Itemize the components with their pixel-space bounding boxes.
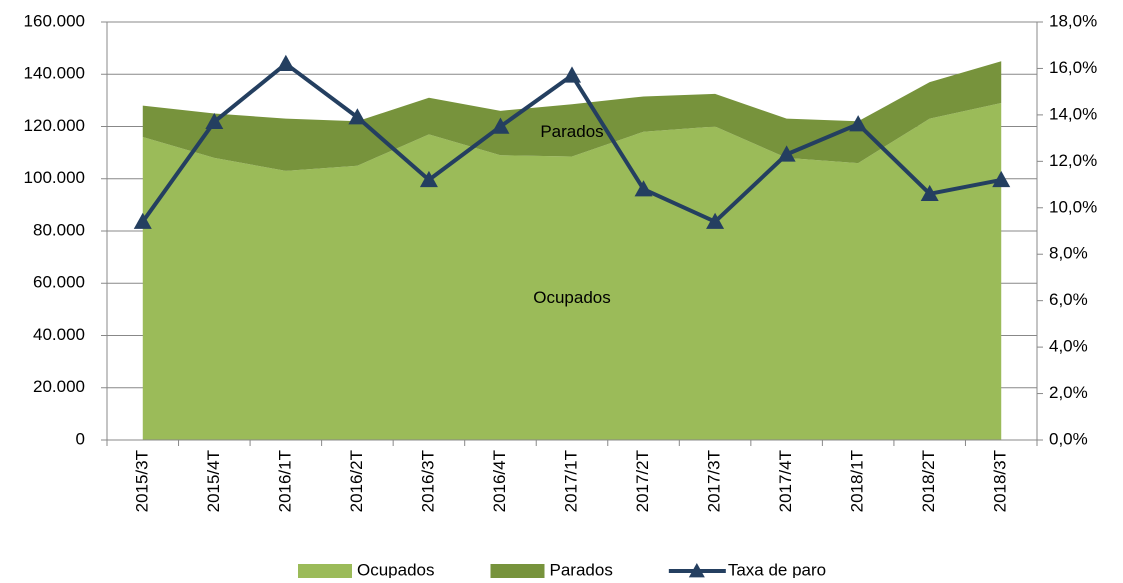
marker — [205, 112, 224, 130]
y2-tick-label: 10,0% — [1049, 197, 1097, 216]
legend-swatch — [298, 564, 352, 578]
y2-tick-label: 8,0% — [1049, 244, 1088, 263]
y2-tick-label: 14,0% — [1049, 104, 1097, 123]
x-tick-label: 2017/2T — [633, 450, 652, 512]
legend-label: Ocupados — [357, 560, 435, 578]
marker — [348, 108, 367, 125]
marker — [849, 115, 868, 132]
x-tick-label: 2017/1T — [561, 450, 580, 512]
legend-label: Taxa de paro — [728, 560, 826, 578]
y2-tick-label: 4,0% — [1049, 337, 1088, 356]
legend-swatch — [490, 564, 545, 578]
y2-tick-label: 12,0% — [1049, 151, 1097, 170]
y2-tick-label: 18,0% — [1049, 11, 1097, 30]
y-tick-label: 160.000 — [24, 11, 85, 30]
x-tick-label: 2016/2T — [347, 450, 366, 512]
marker — [634, 180, 653, 197]
x-tick-label: 2018/1T — [848, 450, 867, 512]
marker — [920, 184, 939, 202]
marker — [419, 170, 438, 188]
x-tick-label: 2015/4T — [204, 450, 223, 512]
x-tick-label: 2017/4T — [776, 450, 795, 512]
y-tick-label: 20.000 — [33, 377, 85, 396]
x-tick-label: 2015/3T — [132, 450, 151, 512]
y-tick-label: 80.000 — [33, 220, 85, 239]
y2-tick-label: 2,0% — [1049, 383, 1088, 402]
marker — [777, 145, 796, 162]
x-tick-label: 2018/2T — [919, 450, 938, 512]
x-tick-label: 2017/3T — [705, 450, 724, 512]
marker — [706, 212, 725, 229]
x-tick-label: 2016/4T — [490, 450, 509, 512]
y2-tick-label: 16,0% — [1049, 58, 1097, 77]
legend-label: Parados — [550, 560, 613, 578]
x-tick-label: 2016/3T — [418, 450, 437, 512]
marker — [491, 117, 510, 134]
y-tick-label: 0 — [76, 429, 85, 448]
y-tick-label: 140.000 — [24, 64, 85, 83]
legend-marker — [688, 563, 705, 578]
y2-tick-label: 0,0% — [1049, 429, 1088, 448]
y-tick-label: 60.000 — [33, 273, 85, 292]
marker — [133, 212, 152, 229]
area-label: Parados — [540, 122, 603, 141]
marker — [276, 54, 295, 71]
area — [142, 61, 1002, 171]
y-tick-label: 100.000 — [24, 168, 85, 187]
marker — [992, 170, 1011, 188]
y-tick-label: 120.000 — [24, 116, 85, 135]
y2-tick-label: 6,0% — [1049, 290, 1088, 309]
area-label: Ocupados — [533, 288, 611, 307]
area — [142, 102, 1002, 441]
x-tick-label: 2016/1T — [275, 450, 294, 512]
marker — [563, 66, 581, 83]
x-tick-label: 2018/3T — [991, 450, 1010, 512]
y-tick-label: 40.000 — [33, 325, 85, 344]
